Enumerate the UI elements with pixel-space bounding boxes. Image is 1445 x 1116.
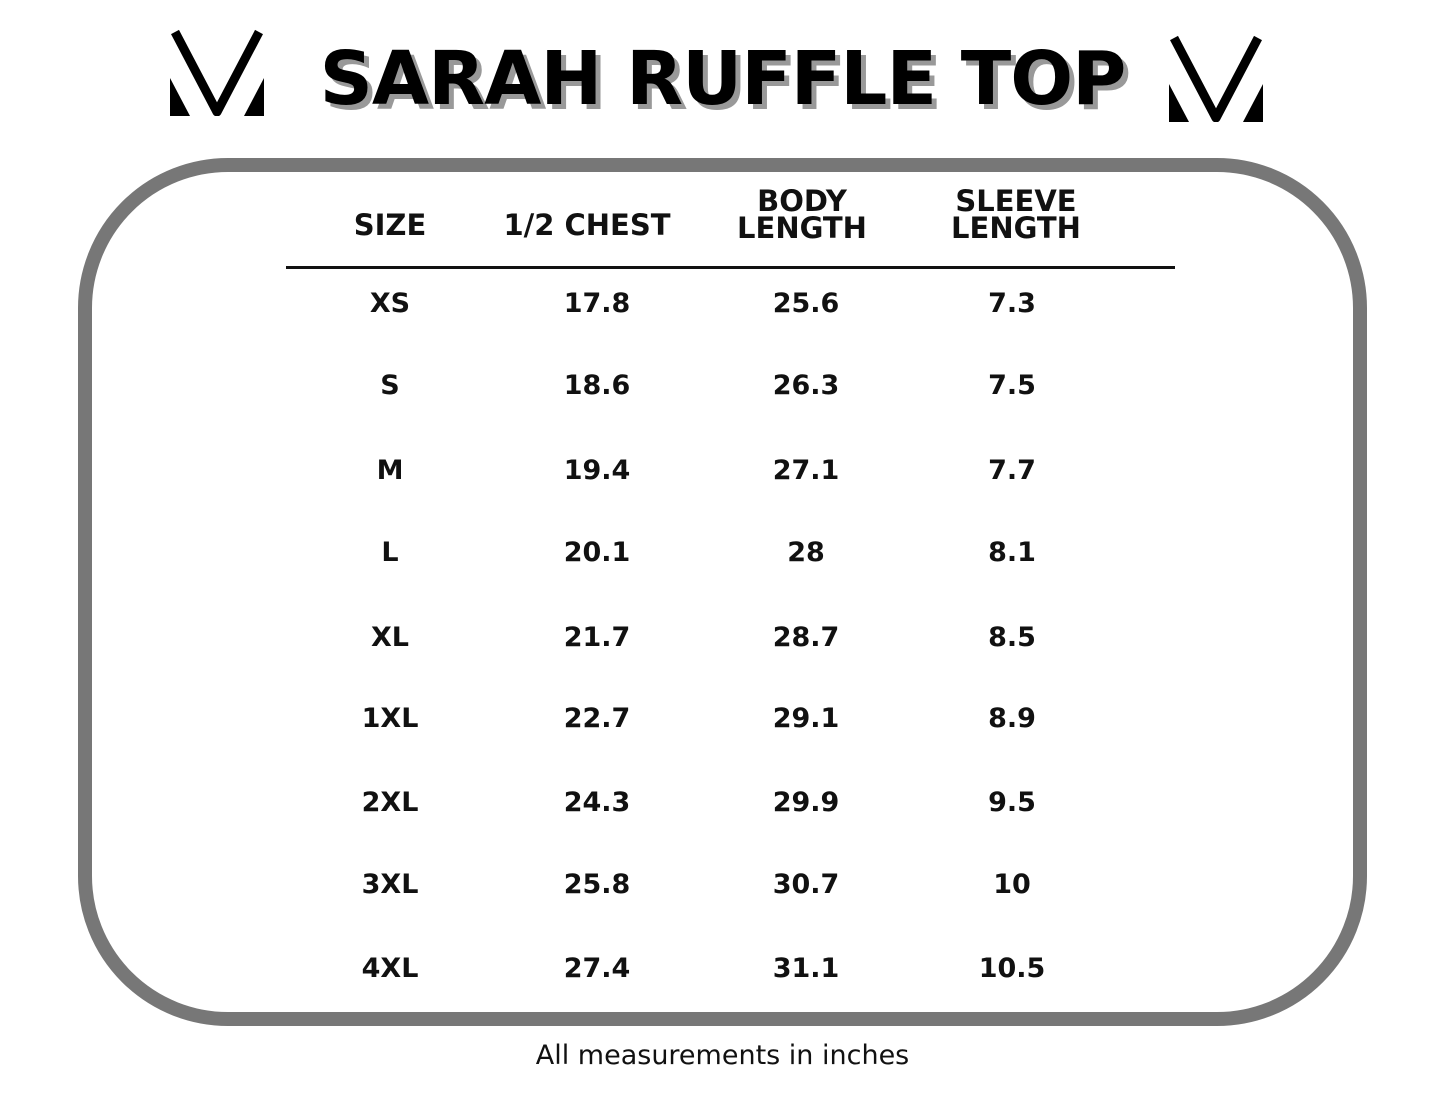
cell-half-chest: 24.3 xyxy=(563,787,631,818)
cell-size: 1XL xyxy=(361,703,419,734)
cell-half-chest: 18.6 xyxy=(563,370,631,401)
cell-half-chest: 21.7 xyxy=(563,622,631,653)
header-half-chest: 1/2 CHEST xyxy=(503,208,671,242)
cell-size: 3XL xyxy=(361,869,419,900)
size-chart-frame xyxy=(78,158,1367,1026)
cell-body-length: 25.6 xyxy=(772,288,840,319)
header-divider xyxy=(286,266,1175,269)
cell-size: XL xyxy=(370,622,410,653)
footnote: All measurements in inches xyxy=(535,1040,910,1071)
cell-half-chest: 20.1 xyxy=(563,537,631,568)
cell-body-length: 29.1 xyxy=(772,703,840,734)
cell-size: M xyxy=(376,455,404,486)
cell-half-chest: 17.8 xyxy=(563,288,631,319)
cell-body-length: 28.7 xyxy=(772,622,840,653)
header-line: SLEEVE xyxy=(955,184,1077,218)
cell-half-chest: 25.8 xyxy=(563,869,631,900)
cell-body-length: 27.1 xyxy=(772,455,840,486)
header-body-length: BODY LENGTH xyxy=(702,184,902,245)
v-logo-icon xyxy=(170,29,264,116)
header-sleeve-length: SLEEVE LENGTH xyxy=(916,184,1116,245)
cell-sleeve-length: 7.3 xyxy=(988,288,1036,319)
cell-sleeve-length: 9.5 xyxy=(988,787,1036,818)
cell-size: L xyxy=(381,537,399,568)
cell-body-length: 30.7 xyxy=(772,869,840,900)
cell-sleeve-length: 7.7 xyxy=(988,455,1036,486)
cell-body-length: 29.9 xyxy=(772,787,840,818)
cell-sleeve-length: 8.5 xyxy=(988,622,1036,653)
header-line: BODY xyxy=(757,184,847,218)
v-logo-icon xyxy=(1169,35,1263,122)
cell-body-length: 28 xyxy=(787,537,825,568)
header-line: LENGTH xyxy=(737,211,867,245)
cell-size: S xyxy=(380,370,400,401)
cell-size: XS xyxy=(369,288,411,319)
cell-half-chest: 27.4 xyxy=(563,953,631,984)
cell-body-length: 26.3 xyxy=(772,370,840,401)
cell-size: 4XL xyxy=(361,953,419,984)
header-size: SIZE xyxy=(353,208,427,242)
cell-body-length: 31.1 xyxy=(772,953,840,984)
header-line: LENGTH xyxy=(951,211,1081,245)
cell-size: 2XL xyxy=(361,787,419,818)
cell-half-chest: 19.4 xyxy=(563,455,631,486)
cell-sleeve-length: 8.9 xyxy=(988,703,1036,734)
cell-half-chest: 22.7 xyxy=(563,703,631,734)
page-title: SARAH RUFFLE TOP xyxy=(319,36,1127,122)
cell-sleeve-length: 8.1 xyxy=(988,537,1036,568)
cell-sleeve-length: 10.5 xyxy=(978,953,1046,984)
cell-sleeve-length: 10 xyxy=(993,869,1031,900)
cell-sleeve-length: 7.5 xyxy=(988,370,1036,401)
